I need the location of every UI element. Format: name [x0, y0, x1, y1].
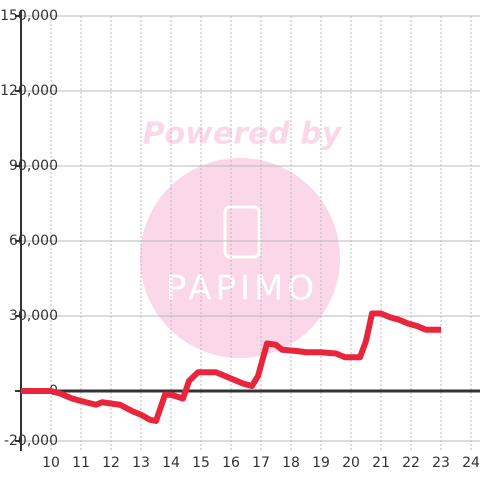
x-tick-label: 12 — [102, 455, 120, 471]
x-tick-label: 18 — [282, 455, 300, 471]
x-tick-label: 10 — [42, 455, 60, 471]
watermark-phone — [223, 205, 261, 259]
x-tick-label: 19 — [312, 455, 330, 471]
y-tick-label: 120,000 — [0, 83, 58, 99]
x-tick-label: 22 — [402, 455, 420, 471]
x-tick-label: 14 — [162, 455, 180, 471]
y-tick-label: 150,000 — [0, 8, 58, 24]
x-tick-label: 16 — [222, 455, 240, 471]
y-tick-label: 90,000 — [9, 158, 58, 174]
x-tick-label: 13 — [132, 455, 150, 471]
x-tick-label: 15 — [192, 455, 210, 471]
data-line — [21, 310, 441, 424]
y-tick-label: -20,000 — [4, 433, 58, 449]
x-tick-label: 17 — [252, 455, 270, 471]
x-tick-label: 11 — [72, 455, 90, 471]
x-tick-label: 20 — [342, 455, 360, 471]
x-tick-label: 23 — [432, 455, 450, 471]
y-tick-label: 30,000 — [9, 308, 58, 324]
watermark-title: Powered by — [143, 117, 343, 152]
x-tick-label: 24 — [462, 455, 480, 471]
watermark: Powered by PAPIMO — [140, 117, 343, 358]
watermark-logo: PAPIMO — [166, 269, 318, 309]
x-tick-label: 21 — [372, 455, 390, 471]
y-tick-label: 60,000 — [9, 233, 58, 249]
